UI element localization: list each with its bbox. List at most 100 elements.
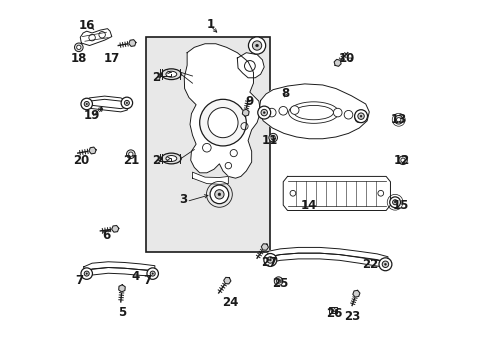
Circle shape (86, 273, 87, 274)
Text: 1: 1 (206, 18, 214, 31)
Circle shape (344, 111, 352, 119)
Ellipse shape (165, 71, 176, 77)
Circle shape (393, 202, 395, 203)
Circle shape (86, 103, 87, 105)
Text: 2: 2 (152, 154, 161, 167)
Polygon shape (224, 277, 230, 284)
Polygon shape (283, 176, 389, 211)
Circle shape (218, 193, 221, 196)
Polygon shape (242, 109, 248, 116)
Text: 20: 20 (73, 154, 89, 167)
Text: 9: 9 (245, 95, 253, 108)
Text: 5: 5 (118, 306, 126, 319)
Polygon shape (83, 96, 128, 109)
Circle shape (278, 107, 287, 115)
Text: 21: 21 (123, 154, 140, 167)
Circle shape (263, 112, 264, 113)
Ellipse shape (161, 153, 181, 164)
Text: 13: 13 (390, 113, 406, 126)
Text: 16: 16 (79, 19, 95, 32)
Polygon shape (83, 267, 155, 278)
Polygon shape (237, 53, 264, 78)
Text: 25: 25 (272, 278, 288, 291)
Circle shape (207, 108, 238, 138)
Circle shape (124, 100, 129, 105)
Circle shape (276, 279, 280, 283)
Text: 18: 18 (70, 51, 87, 64)
Text: 26: 26 (325, 307, 342, 320)
Polygon shape (83, 262, 155, 272)
Circle shape (264, 253, 276, 266)
Circle shape (126, 102, 127, 104)
Text: 11: 11 (261, 134, 277, 147)
Circle shape (392, 200, 397, 205)
Circle shape (394, 116, 402, 124)
Polygon shape (129, 40, 136, 46)
Circle shape (267, 108, 276, 117)
Circle shape (84, 271, 89, 276)
Circle shape (359, 115, 361, 117)
Circle shape (152, 273, 153, 274)
Circle shape (354, 114, 363, 123)
Circle shape (252, 41, 261, 50)
Circle shape (128, 152, 133, 156)
Text: 4: 4 (131, 270, 139, 283)
Circle shape (357, 113, 364, 120)
Circle shape (378, 258, 391, 271)
Circle shape (382, 261, 388, 267)
Circle shape (354, 110, 367, 123)
Text: 14: 14 (300, 199, 317, 212)
Text: 15: 15 (391, 199, 408, 212)
Circle shape (255, 44, 258, 47)
Text: 2: 2 (152, 71, 161, 84)
Circle shape (268, 134, 277, 142)
Circle shape (147, 268, 158, 279)
Circle shape (384, 263, 386, 265)
Circle shape (274, 277, 282, 285)
Polygon shape (184, 44, 260, 178)
Circle shape (269, 259, 271, 261)
Circle shape (266, 257, 273, 263)
Text: 6: 6 (102, 229, 110, 242)
Polygon shape (111, 225, 119, 232)
Circle shape (121, 97, 132, 109)
Circle shape (248, 37, 265, 54)
Circle shape (400, 158, 405, 162)
Circle shape (396, 118, 400, 122)
Text: 10: 10 (338, 51, 354, 64)
Circle shape (210, 185, 228, 204)
Text: 19: 19 (84, 109, 100, 122)
Polygon shape (267, 253, 387, 268)
Circle shape (74, 43, 83, 51)
Circle shape (214, 190, 224, 199)
Text: 7: 7 (75, 274, 83, 287)
Polygon shape (261, 244, 268, 250)
Polygon shape (352, 291, 359, 297)
Circle shape (290, 106, 298, 114)
Polygon shape (83, 99, 128, 112)
Circle shape (199, 99, 246, 146)
Polygon shape (267, 247, 387, 262)
Polygon shape (80, 29, 112, 45)
Circle shape (81, 268, 92, 279)
Ellipse shape (165, 156, 176, 161)
Text: 23: 23 (343, 310, 360, 324)
Polygon shape (192, 172, 228, 184)
Text: 7: 7 (143, 274, 151, 287)
Polygon shape (119, 285, 125, 292)
Circle shape (257, 106, 270, 119)
Text: 27: 27 (260, 256, 276, 269)
Text: 22: 22 (361, 258, 377, 271)
Circle shape (150, 271, 155, 276)
Circle shape (389, 197, 400, 208)
Bar (328, 307, 337, 313)
Polygon shape (89, 147, 96, 154)
Circle shape (84, 102, 89, 107)
Text: 3: 3 (179, 193, 187, 206)
Text: 24: 24 (222, 296, 238, 309)
Text: 8: 8 (281, 87, 289, 100)
Circle shape (398, 156, 407, 165)
Circle shape (81, 98, 92, 110)
Ellipse shape (161, 69, 181, 80)
Circle shape (261, 109, 267, 116)
